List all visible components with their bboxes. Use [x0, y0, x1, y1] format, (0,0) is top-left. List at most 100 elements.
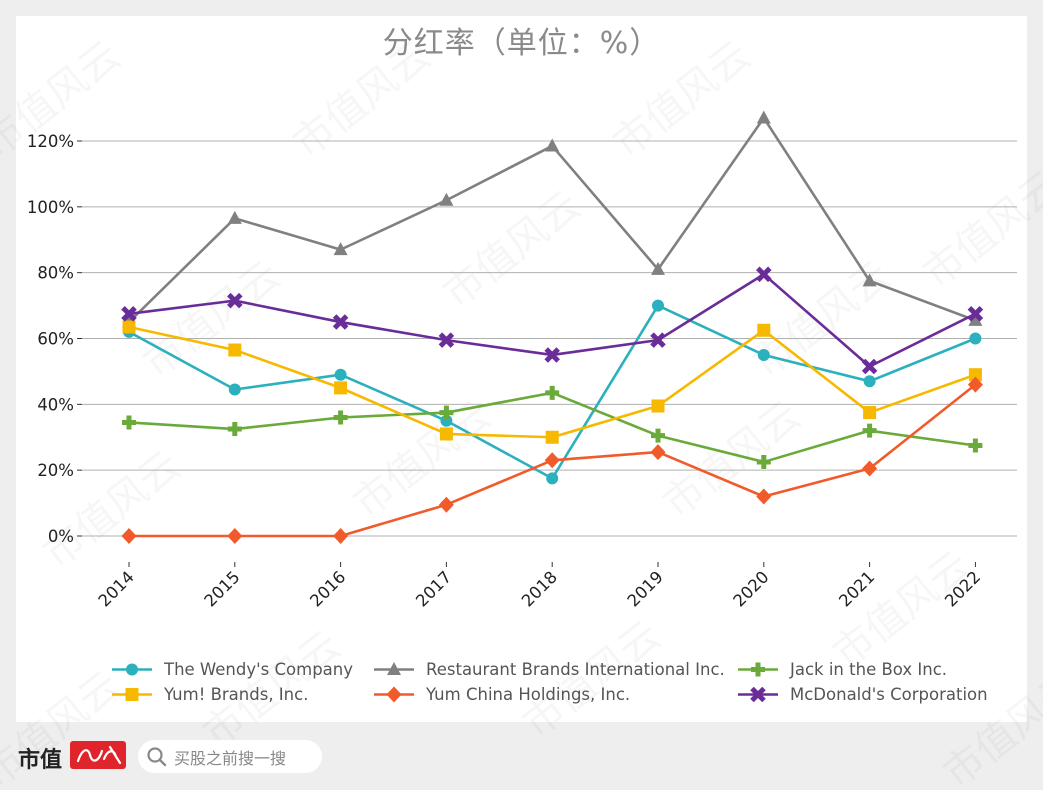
data-point: [227, 528, 243, 544]
y-tick-label: 100%: [27, 198, 74, 217]
data-point: [121, 528, 137, 544]
data-point: [751, 662, 765, 677]
data-point: [861, 358, 878, 375]
series-line: [128, 325, 976, 439]
y-tick-label: 80%: [37, 264, 74, 283]
legend-swatch: [738, 662, 778, 677]
legend-swatch: [374, 686, 414, 703]
data-point: [333, 410, 348, 425]
search-placeholder: 买股之前搜一搜: [174, 748, 287, 768]
legend-label: Yum! Brands, Inc.: [164, 685, 309, 704]
legend-label: Yum China Holdings, Inc.: [426, 685, 631, 704]
data-point: [650, 332, 666, 348]
y-tick-label: 120%: [27, 132, 74, 151]
watermark-text: 市值风云: [435, 182, 589, 317]
data-point: [125, 688, 139, 701]
data-point: [968, 312, 983, 326]
series-jack-in-the-box-inc-: [122, 385, 983, 469]
series-yum-brands-inc-: [122, 320, 982, 444]
data-point: [750, 686, 766, 703]
data-point: [387, 662, 401, 675]
data-point: [863, 406, 877, 420]
data-point: [650, 444, 666, 461]
data-point: [546, 472, 559, 485]
chart-title: 分红率（单位：%）: [382, 26, 661, 61]
search-input[interactable]: 买股之前搜一搜: [138, 740, 322, 773]
data-point: [228, 343, 242, 357]
search-icon: [147, 746, 167, 766]
brand-logo: [70, 741, 126, 769]
data-point: [121, 306, 137, 322]
series-mcdonald-s-corporation: [121, 266, 984, 375]
x-tick-label: 2018: [518, 567, 561, 610]
legend-item: The Wendy's Company: [110, 660, 372, 679]
x-axis: 2014 2015 2016 2017 2018 2019 2020 2021 2022: [95, 562, 984, 611]
y-axis: 0% 20% 40% 60% 80% 100% 120%: [27, 132, 82, 546]
legend-label: McDonald's Corporation: [790, 685, 988, 704]
data-point: [545, 430, 559, 444]
data-point: [862, 460, 878, 477]
legend-swatch: [112, 688, 152, 701]
watermark-text: 市值风云: [915, 162, 1043, 297]
data-point: [651, 428, 665, 443]
data-point: [122, 415, 136, 430]
x-tick-label: 2019: [624, 567, 667, 610]
y-tick-label: 60%: [37, 330, 74, 349]
data-point: [440, 414, 453, 427]
legend-label: The Wendy's Company: [164, 660, 354, 679]
data-point: [756, 454, 771, 469]
data-point: [967, 306, 984, 322]
x-tick-label: 2020: [729, 567, 772, 610]
legend: The Wendy's Company Restaurant Brands Int…: [110, 660, 1010, 704]
legend-item: McDonald's Corporation: [736, 685, 996, 704]
legend-item: Restaurant Brands International Inc.: [372, 660, 736, 679]
data-point: [545, 385, 560, 400]
watermark-text: 市值风云: [605, 32, 759, 167]
data-point: [438, 332, 455, 348]
y-tick-label: 0%: [48, 527, 74, 546]
data-point: [651, 399, 665, 413]
x-tick-label: 2015: [200, 567, 243, 610]
data-point: [756, 110, 771, 124]
series-layer: [121, 110, 984, 544]
data-point: [439, 192, 454, 206]
legend-swatch: [374, 662, 414, 675]
data-point: [333, 242, 348, 256]
data-point: [126, 663, 138, 676]
data-point: [862, 423, 877, 438]
data-point: [757, 323, 771, 337]
data-point: [227, 210, 242, 224]
data-point: [439, 405, 454, 420]
legend-label: Restaurant Brands International Inc.: [426, 660, 725, 679]
legend-item: Yum China Holdings, Inc.: [372, 685, 736, 704]
x-tick-label: 2016: [306, 567, 349, 610]
footer: 市值 买股之前搜一搜: [0, 722, 1043, 790]
x-tick-label: 2014: [95, 567, 138, 610]
data-point: [228, 383, 241, 396]
data-point: [544, 347, 560, 363]
y-tick-label: 20%: [37, 461, 74, 480]
data-point: [332, 314, 349, 330]
data-point: [651, 261, 665, 275]
data-point: [122, 320, 136, 334]
data-point: [968, 368, 982, 382]
data-point: [757, 348, 770, 361]
series-yum-china-holdings-inc-: [121, 376, 983, 544]
data-point: [545, 138, 560, 152]
data-point: [863, 375, 876, 388]
series-line: [128, 391, 976, 464]
x-tick-label: 2017: [412, 567, 455, 610]
legend-label: Jack in the Box Inc.: [790, 660, 948, 679]
data-point: [969, 332, 982, 345]
data-point: [756, 488, 772, 505]
data-point: [439, 427, 453, 441]
watermark-text: 市值风云: [285, 32, 439, 167]
series-restaurant-brands-international-inc-: [122, 110, 983, 328]
data-point: [544, 452, 560, 469]
data-point: [756, 266, 772, 283]
data-point: [968, 438, 983, 453]
legend-swatch: [738, 686, 778, 703]
data-point: [334, 368, 347, 381]
chart-card: [16, 16, 1027, 722]
